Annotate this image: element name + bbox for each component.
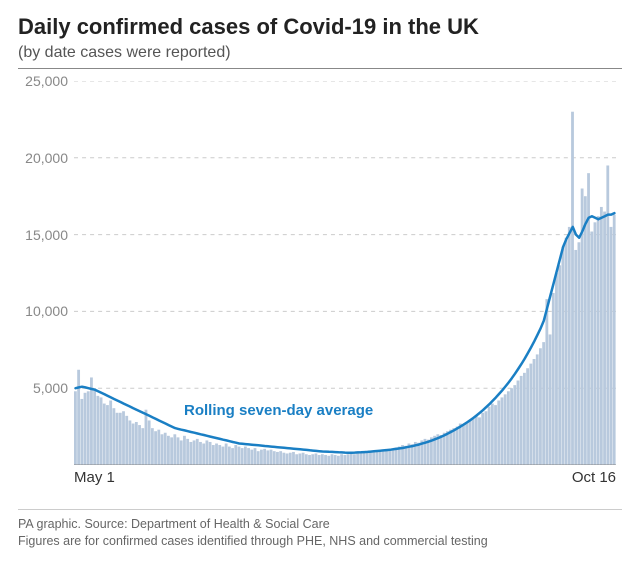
footer-line-2: Figures are for confirmed cases identifi… [18, 533, 622, 550]
y-tick-label: 5,000 [33, 380, 68, 396]
chart-area: 5,000 10,000 15,000 20,000 25,000 Rolling se… [18, 75, 622, 505]
y-tick-label: 25,000 [25, 73, 68, 89]
x-axis-labels: May 1 Oct 16 [74, 469, 616, 489]
y-tick-label: 20,000 [25, 150, 68, 166]
rolling-avg-label: Rolling seven-day average [184, 402, 373, 419]
chart-subtitle: (by date cases were reported) [18, 44, 622, 62]
y-tick-label: 10,000 [25, 303, 68, 319]
chart-title: Daily confirmed cases of Covid-19 in the… [18, 14, 622, 40]
y-axis-labels: 5,00010,00015,00020,00025,000 [18, 81, 68, 465]
chart-container: Daily confirmed cases of Covid-19 in the… [0, 0, 640, 560]
title-divider [18, 68, 622, 69]
y-tick-label: 15,000 [25, 227, 68, 243]
x-end-label: Oct 16 [572, 469, 616, 486]
chart-footer: PA graphic. Source: Department of Health… [18, 509, 622, 550]
plot-region: Rolling seven-day average [74, 81, 616, 465]
footer-line-1: PA graphic. Source: Department of Health… [18, 516, 622, 533]
x-start-label: May 1 [74, 469, 115, 486]
